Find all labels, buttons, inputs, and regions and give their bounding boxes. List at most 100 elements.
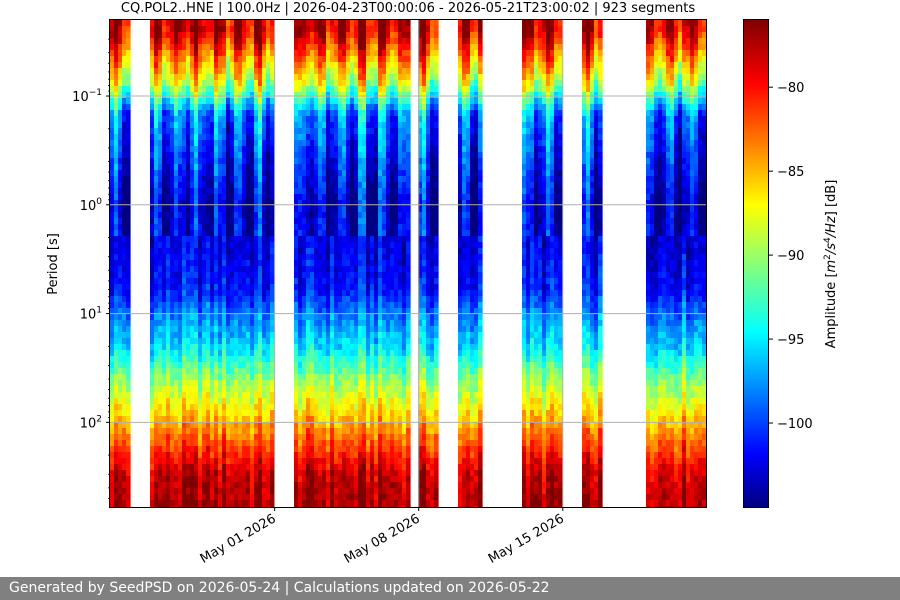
spectrogram-cell [294, 338, 299, 345]
spectrogram-cell [226, 398, 231, 405]
spectrogram-cell [302, 206, 307, 213]
spectrogram-cell [382, 482, 387, 489]
spectrogram-cell [230, 332, 235, 339]
spectrogram-cell [166, 458, 171, 465]
spectrogram-cell [154, 374, 159, 381]
spectrogram-cell [326, 44, 331, 51]
spectrogram-cell [302, 122, 307, 129]
spectrogram-cell [346, 146, 351, 153]
spectrogram-cell [122, 476, 127, 483]
spectrogram-cell [170, 152, 175, 159]
spectrogram-cell [306, 248, 311, 255]
spectrogram-cell [202, 272, 207, 279]
spectrogram-cell [110, 122, 115, 129]
spectrogram-cell [250, 44, 255, 51]
spectrogram-cell [222, 128, 227, 135]
spectrogram-cell [246, 68, 251, 75]
spectrogram-cell [154, 500, 159, 507]
spectrogram-cell [206, 344, 211, 351]
spectrogram-cell [258, 440, 263, 447]
spectrogram-cell [298, 446, 303, 453]
spectrogram-cell [194, 122, 199, 129]
spectrogram-cell [170, 182, 175, 189]
spectrogram-cell [222, 464, 227, 471]
spectrogram-cell [378, 68, 383, 75]
spectrogram-cell [386, 434, 391, 441]
spectrogram-cell [238, 362, 243, 369]
spectrogram-cell [150, 458, 155, 465]
spectrogram-cell [382, 200, 387, 207]
spectrogram-cell [206, 320, 211, 327]
spectrogram-cell [226, 470, 231, 477]
spectrogram-cell [318, 254, 323, 261]
spectrogram-cell [350, 122, 355, 129]
spectrogram-cell [178, 50, 183, 57]
spectrogram-cell [190, 434, 195, 441]
spectrogram-cell [370, 260, 375, 267]
spectrogram-cell [218, 380, 223, 387]
spectrogram-cell [366, 284, 371, 291]
spectrogram-cell [262, 464, 267, 471]
spectrogram-cell [154, 482, 159, 489]
spectrogram-cell [182, 50, 187, 57]
spectrogram-cell [254, 482, 259, 489]
spectrogram-cell [158, 482, 163, 489]
spectrogram-cell [310, 296, 315, 303]
spectrogram-cell [246, 434, 251, 441]
spectrogram-cell [166, 362, 171, 369]
spectrogram-cell [226, 38, 231, 45]
spectrogram-cell [210, 56, 215, 63]
spectrogram-cell [390, 230, 395, 237]
spectrogram-cell [166, 74, 171, 81]
spectrogram-cell [342, 116, 347, 123]
spectrogram-cell [202, 494, 207, 501]
spectrogram-cell [326, 188, 331, 195]
spectrogram-cell [358, 410, 363, 417]
spectrogram-cell [338, 296, 343, 303]
spectrogram-cell [194, 314, 199, 321]
spectrogram-cell [310, 374, 315, 381]
spectrogram-cell [370, 464, 375, 471]
spectrogram-cell [322, 470, 327, 477]
spectrogram-cell [122, 152, 127, 159]
spectrogram-cell [322, 326, 327, 333]
spectrogram-cell [190, 242, 195, 249]
spectrogram-cell [234, 68, 239, 75]
spectrogram-cell [258, 116, 263, 123]
spectrogram-cell [254, 146, 259, 153]
spectrogram-cell [110, 362, 115, 369]
spectrogram-cell [262, 380, 267, 387]
spectrogram-cell [154, 428, 159, 435]
spectrogram-cell [110, 98, 115, 105]
spectrogram-cell [374, 446, 379, 453]
spectrogram-cell [254, 506, 259, 508]
spectrogram-cell [306, 26, 311, 33]
spectrogram-cell [110, 386, 115, 393]
spectrogram-cell [158, 416, 163, 423]
spectrogram-cell [310, 398, 315, 405]
spectrogram-cell [354, 464, 359, 471]
spectrogram-cell [206, 134, 211, 141]
spectrogram-cell [226, 74, 231, 81]
spectrogram-cell [198, 176, 203, 183]
spectrogram-cell [126, 362, 131, 369]
spectrogram-cell [362, 242, 367, 249]
spectrogram-cell [302, 482, 307, 489]
spectrogram-cell [318, 368, 323, 375]
spectrogram-cell [262, 32, 267, 39]
spectrogram-cell [310, 278, 315, 285]
spectrogram-cell [230, 326, 235, 333]
spectrogram-cell [362, 26, 367, 33]
spectrogram-cell [342, 482, 347, 489]
spectrogram-cell [162, 398, 167, 405]
spectrogram-cell [382, 32, 387, 39]
spectrogram-cell [166, 392, 171, 399]
spectrogram-cell [154, 404, 159, 411]
spectrogram-cell [310, 56, 315, 63]
spectrogram-cell [162, 92, 167, 99]
spectrogram-cell [154, 506, 159, 508]
spectrogram-cell [206, 92, 211, 99]
spectrogram-cell [338, 44, 343, 51]
spectrogram-cell [354, 176, 359, 183]
spectrogram-cell [310, 428, 315, 435]
